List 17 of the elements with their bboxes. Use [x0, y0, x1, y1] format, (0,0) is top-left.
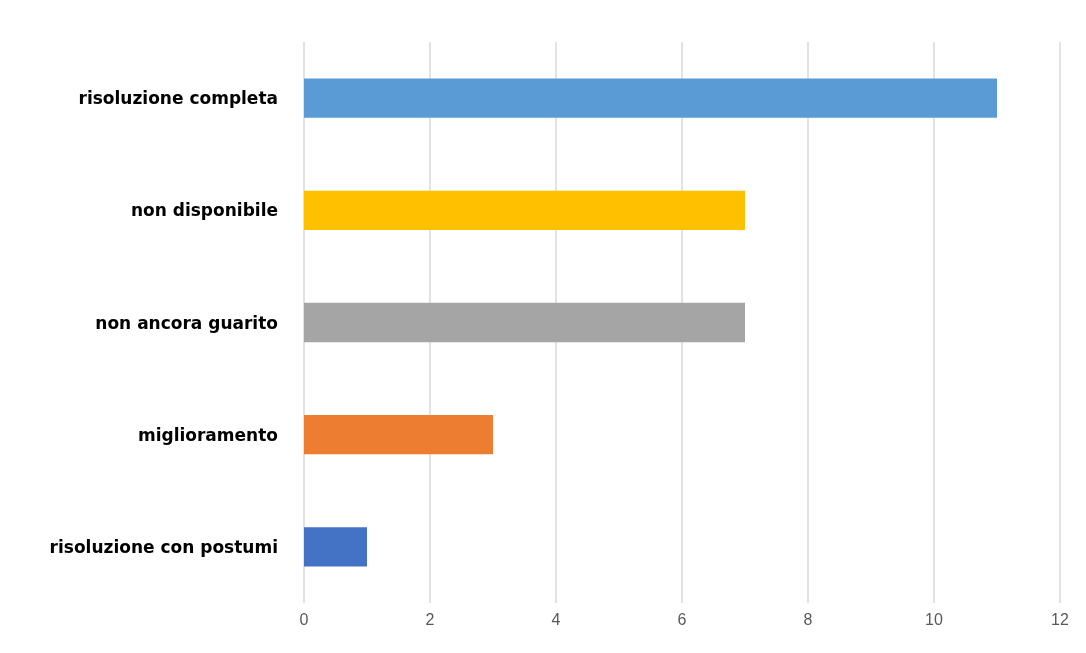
x-tick-label: 2 — [425, 610, 435, 628]
y-tick-label: risoluzione completa — [78, 88, 278, 109]
y-tick-label: non disponibile — [130, 200, 278, 221]
x-tick-label: 10 — [925, 610, 943, 628]
x-tick-label: 4 — [551, 610, 561, 628]
bar — [304, 415, 493, 455]
x-tick-label: 6 — [677, 610, 687, 628]
x-tick-label: 8 — [803, 610, 813, 628]
x-tick-label: 0 — [299, 610, 309, 628]
y-tick-label: non ancora guarito — [95, 312, 278, 333]
bar — [304, 527, 367, 567]
y-tick-label: risoluzione con postumi — [49, 536, 278, 557]
bar — [304, 78, 997, 118]
y-tick-label: miglioramento — [137, 424, 278, 445]
bar — [304, 302, 745, 343]
x-tick-label: 12 — [1051, 610, 1069, 628]
bar — [304, 190, 745, 230]
